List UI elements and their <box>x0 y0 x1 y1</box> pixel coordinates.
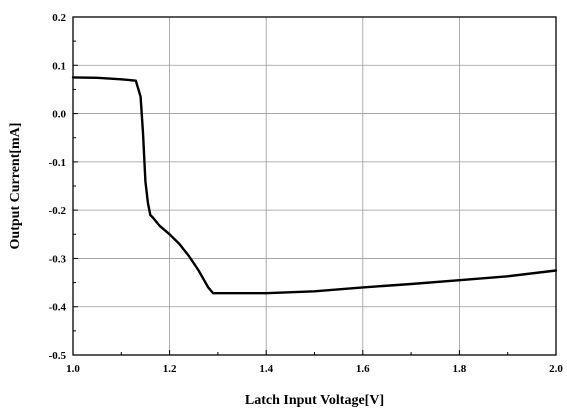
y-tick-label: -0.1 <box>49 157 66 169</box>
x-tick-label: 2.0 <box>549 363 563 375</box>
y-tick-label: -0.3 <box>49 253 67 265</box>
x-tick-label: 1.4 <box>259 363 273 375</box>
y-tick-label: 0.0 <box>52 109 66 121</box>
plot-area <box>71 76 558 295</box>
x-axis-label: Latch Input Voltage[V] <box>245 393 384 408</box>
y-tick-label: 0.1 <box>52 60 66 72</box>
axis-ticks: 1.0 1.2 1.4 1.6 1.8 2.0 -0.5 -0.4 -0.3 -0.2 -0.1 0.… <box>49 12 564 375</box>
y-axis-label: Output Current[mA] <box>8 123 23 250</box>
y-tick-label: -0.2 <box>49 205 67 217</box>
x-tick-label: 1.0 <box>66 363 80 375</box>
series-line <box>71 76 558 295</box>
x-tick-label: 1.6 <box>356 363 370 375</box>
y-tick-label: 0.2 <box>52 12 66 24</box>
y-tick-label: -0.4 <box>49 302 67 314</box>
y-tick-label: -0.5 <box>49 350 67 362</box>
x-tick-label: 1.2 <box>163 363 177 375</box>
grid <box>73 17 556 355</box>
x-tick-label: 1.8 <box>453 363 467 375</box>
